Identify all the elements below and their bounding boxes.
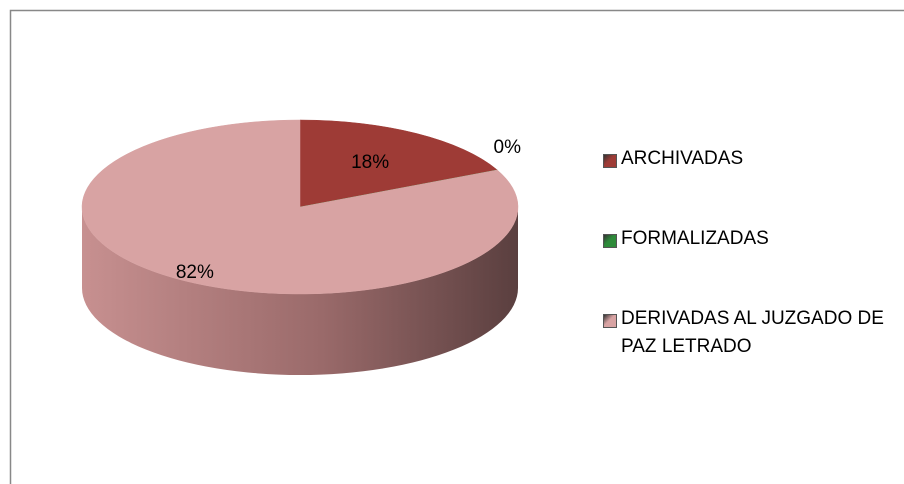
legend-swatch — [603, 234, 617, 248]
legend-label: ARCHIVADAS — [621, 148, 744, 169]
legend-label: DERIVADAS AL JUZGADO DE PAZ LETRADO — [621, 308, 884, 357]
pie-side — [82, 207, 518, 375]
legend-item: ARCHIVADAS — [603, 148, 891, 173]
legend-item: FORMALIZADAS — [603, 228, 891, 253]
pie-slice — [81, 119, 519, 295]
value-label: 18% — [351, 152, 389, 173]
pie-slice — [299, 119, 498, 208]
value-label: 82% — [176, 262, 214, 283]
legend-item: DERIVADAS AL JUZGADO DE PAZ LETRADO — [603, 308, 891, 361]
value-label: 0% — [494, 137, 522, 158]
legend-swatch — [603, 154, 617, 168]
legend-label: FORMALIZADAS — [621, 228, 769, 249]
chart-border — [9, 9, 904, 484]
legend-swatch — [603, 314, 617, 328]
